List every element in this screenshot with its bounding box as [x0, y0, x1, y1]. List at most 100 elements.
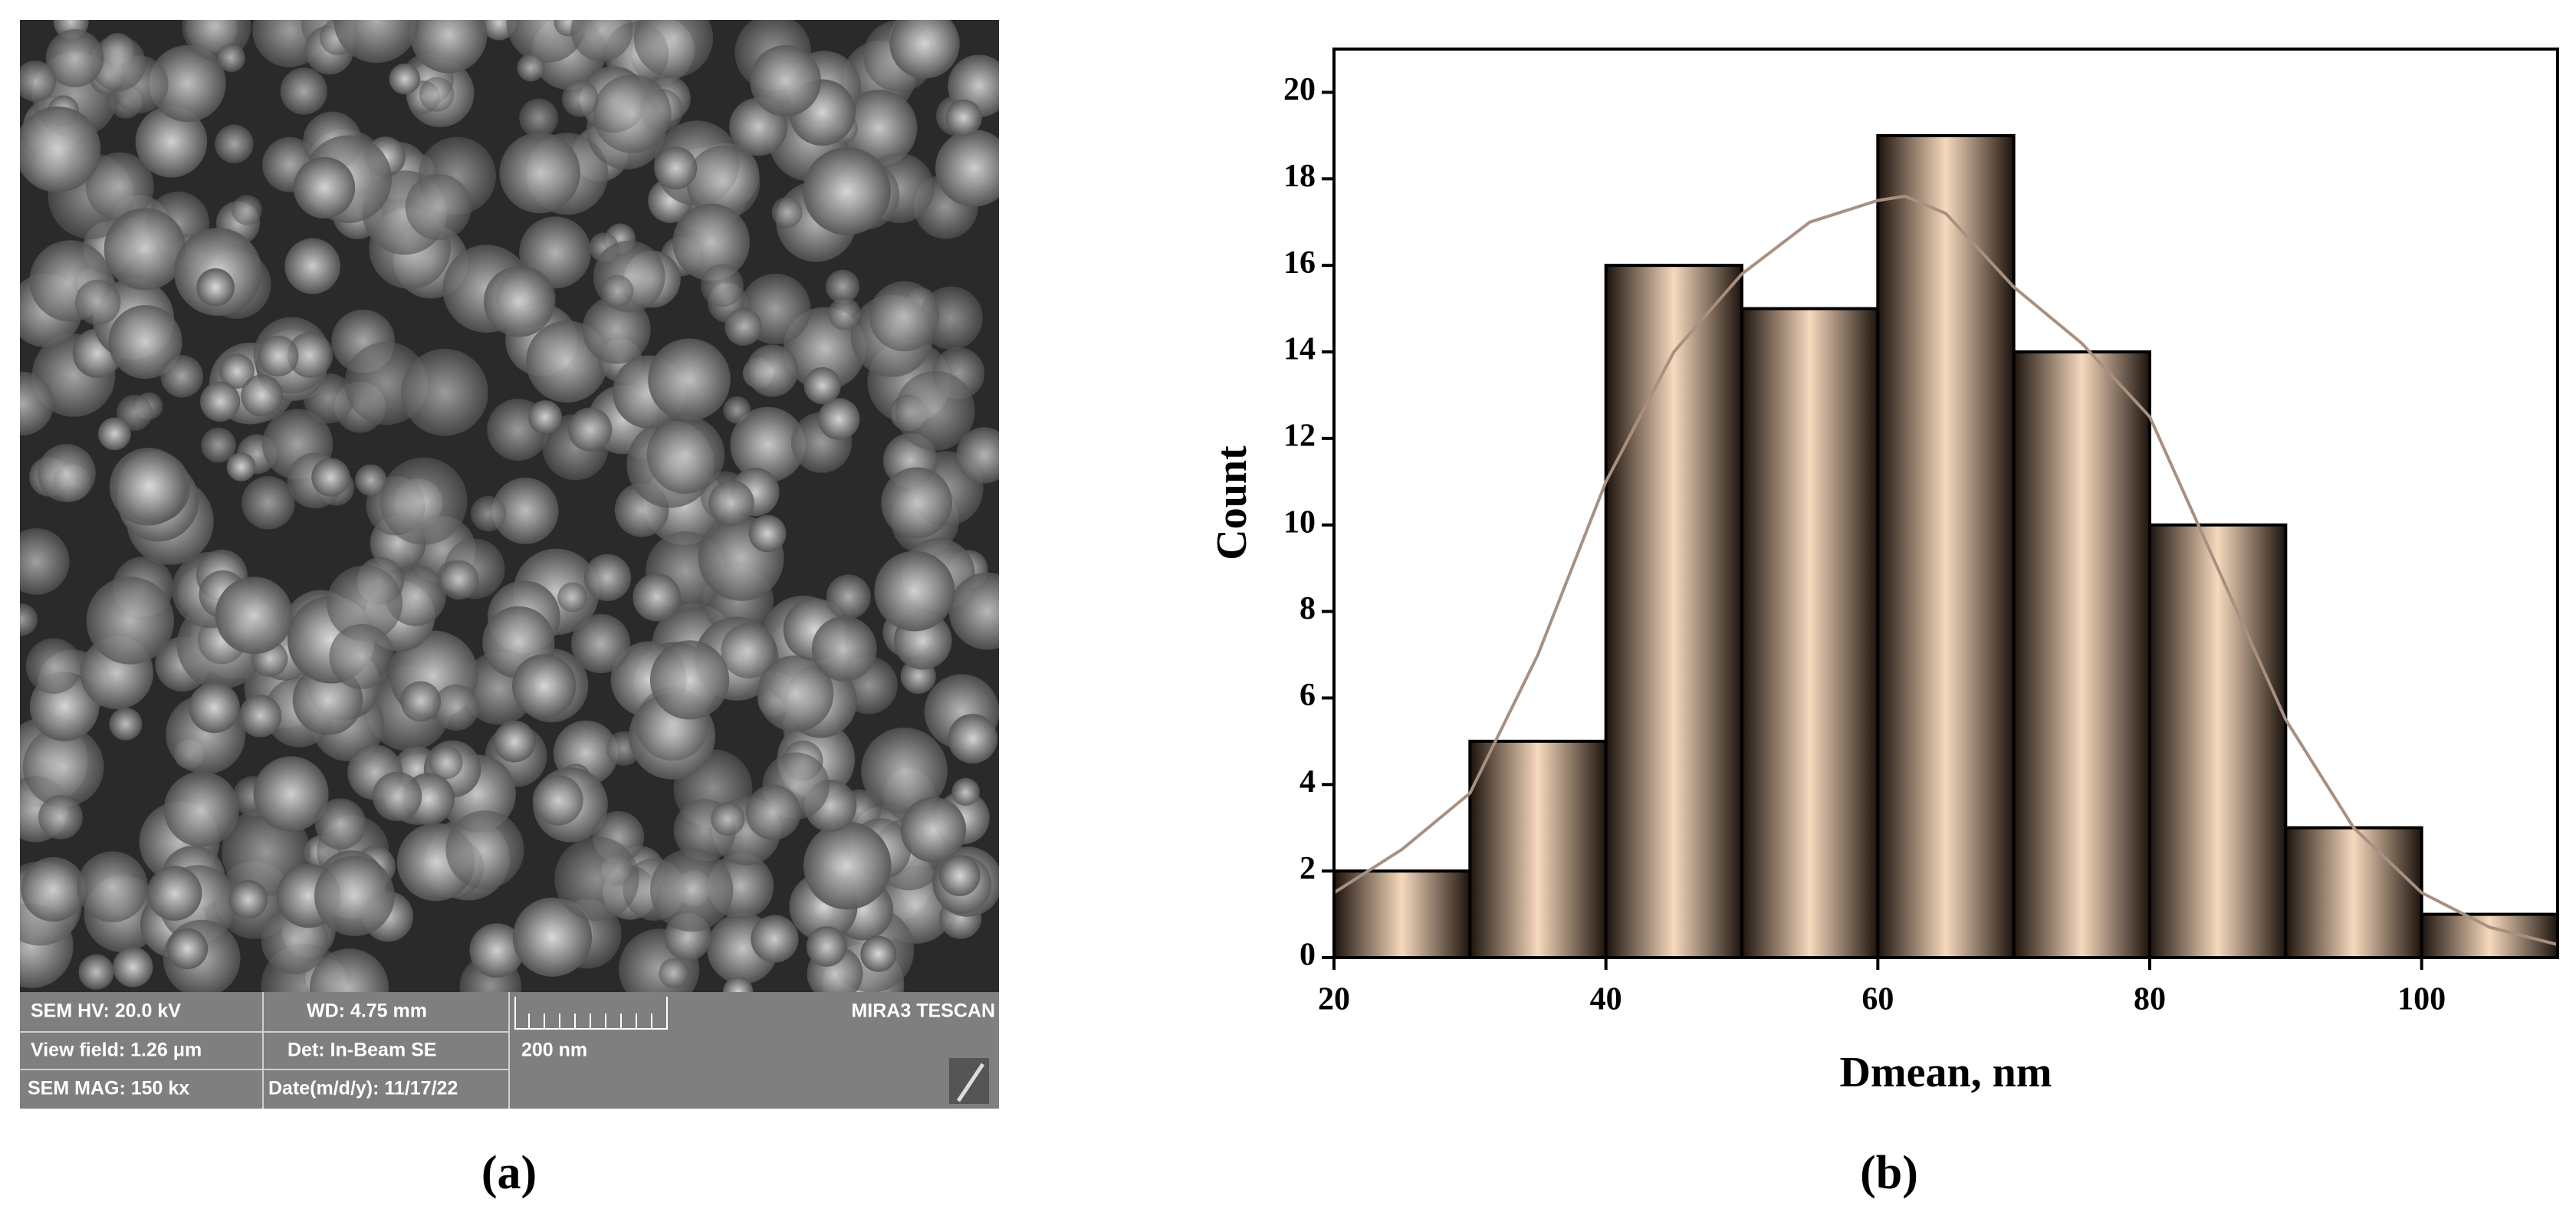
sem-particle: [160, 355, 204, 398]
sem-particle: [730, 406, 806, 483]
sem-particle: [21, 856, 86, 922]
y-tick-label: 8: [1300, 591, 1316, 626]
plot-frame: [1332, 48, 2559, 959]
sem-particle: [419, 77, 455, 112]
sem-particle: [948, 714, 998, 764]
sem-particle: [874, 550, 955, 632]
sem-particle: [672, 203, 751, 281]
sem-particle: [493, 720, 536, 763]
y-tick-label: 14: [1283, 332, 1316, 367]
sem-particle: [253, 756, 329, 832]
sem-particle: [512, 654, 577, 718]
sem-particle: [701, 264, 744, 307]
sem-particle: [806, 926, 847, 967]
sem-particle: [232, 195, 262, 225]
sem-particle: [217, 44, 245, 72]
sem-particle: [811, 616, 877, 682]
bar: [2420, 912, 2560, 959]
sem-particle: [803, 821, 892, 910]
sem-logo-mark: [956, 1063, 985, 1102]
sem-particle: [571, 613, 631, 674]
sem-particle: [951, 777, 980, 807]
sem-particle: [817, 398, 860, 440]
sem-particle: [201, 427, 236, 463]
sem-particle: [109, 448, 188, 526]
sem-particle: [284, 238, 341, 294]
sem-particle: [771, 196, 803, 228]
sem-particle: [570, 20, 633, 62]
sem-particle: [895, 370, 975, 451]
sem-particle: [85, 152, 154, 221]
sem-particle: [166, 928, 209, 970]
sem-particle: [528, 400, 563, 434]
sem-particle: [104, 208, 186, 291]
sem-particle: [633, 20, 714, 78]
sem-particle: [372, 771, 422, 822]
sem-particle: [400, 681, 442, 722]
sem-particle: [241, 374, 283, 417]
x-tick-label: 80: [2134, 982, 2166, 1017]
y-tick-label: 4: [1300, 764, 1316, 800]
sem-particle: [429, 745, 463, 780]
sem-particle: [470, 495, 507, 532]
sem-particle: [77, 851, 148, 922]
sem-particle: [314, 856, 395, 937]
sem-particle: [135, 106, 208, 178]
x-tick-label: 20: [1318, 982, 1350, 1017]
sem-particle: [22, 726, 104, 807]
sem-particle: [38, 795, 83, 840]
sem-particle: [582, 295, 651, 364]
x-tick-label: 60: [1861, 982, 1894, 1017]
y-axis-title: Count: [1208, 445, 1256, 560]
sem-particle: [519, 216, 592, 289]
sem-particle: [20, 60, 57, 102]
sem-particle: [20, 603, 38, 636]
sem-info-grid: [20, 992, 510, 1109]
sem-particle: [108, 305, 182, 380]
sem-particle: [189, 682, 240, 734]
sem-particle: [757, 655, 834, 732]
sem-particle: [601, 274, 634, 307]
sem-particle: [723, 396, 751, 424]
sem-particle: [310, 948, 389, 992]
sem-particle: [519, 98, 559, 138]
sem-particle: [311, 458, 350, 497]
sem-particle: [826, 574, 871, 619]
sem-particle: [632, 573, 681, 622]
sem-particle: [948, 572, 999, 650]
sem-particle: [686, 145, 761, 219]
sem-particle: [568, 407, 613, 452]
y-tick-label: 16: [1283, 245, 1316, 281]
sem-particle: [750, 44, 821, 117]
sem-particle: [238, 695, 282, 738]
sem-particle: [329, 623, 395, 689]
sem-particle: [45, 29, 104, 87]
sem-particle: [746, 344, 799, 397]
sem-particle: [215, 577, 293, 655]
sem-particle: [650, 848, 734, 932]
sem-particle: [280, 67, 327, 115]
y-tick-label: 10: [1283, 504, 1316, 540]
x-tick-label: 100: [2397, 982, 2446, 1017]
sem-particle: [646, 416, 725, 494]
y-tick-label: 6: [1300, 678, 1316, 713]
sem-particle: [938, 855, 981, 896]
sem-particle: [401, 348, 488, 436]
y-tick-label: 2: [1300, 851, 1316, 886]
sem-info: SEM MAG: 150 kx: [28, 1078, 189, 1099]
sem-particle: [113, 947, 153, 987]
sem-particle: [439, 560, 479, 600]
sem-particle: [881, 467, 953, 539]
bar: [1468, 739, 1608, 959]
sem-particle: [803, 147, 891, 235]
sem-particle: [654, 146, 698, 190]
sem-particle: [226, 452, 256, 481]
sem-particle: [163, 771, 239, 847]
y-tick-label: 20: [1283, 72, 1316, 107]
x-tick-label: 40: [1590, 982, 1622, 1017]
sem-info: Date(m/d/y): 11/17/22: [268, 1078, 458, 1099]
sem-particle: [956, 427, 999, 484]
sem-particle: [78, 954, 114, 990]
sem-particle: [583, 554, 632, 601]
